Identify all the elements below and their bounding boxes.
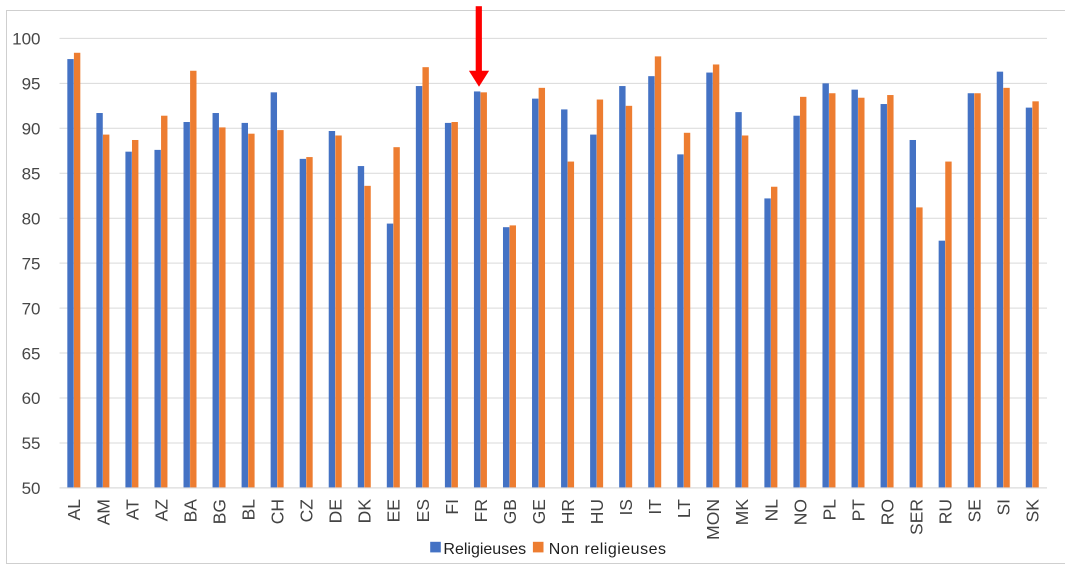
svg-text:AZ: AZ: [151, 499, 171, 522]
svg-text:DE: DE: [326, 499, 346, 523]
svg-text:PL: PL: [819, 499, 839, 521]
svg-text:AM: AM: [93, 499, 113, 525]
svg-text:FR: FR: [471, 499, 491, 522]
svg-text:BL: BL: [238, 499, 258, 521]
svg-text:HU: HU: [587, 499, 607, 524]
svg-text:LT: LT: [674, 499, 694, 518]
svg-text:NO: NO: [790, 499, 810, 525]
svg-text:65: 65: [22, 344, 41, 363]
svg-text:HR: HR: [558, 499, 578, 524]
svg-text:AT: AT: [122, 499, 142, 520]
svg-text:55: 55: [22, 434, 41, 453]
svg-text:NL: NL: [761, 499, 781, 522]
svg-text:80: 80: [22, 209, 41, 228]
svg-text:MON: MON: [703, 499, 723, 540]
svg-text:MK: MK: [732, 499, 752, 526]
svg-text:FI: FI: [442, 499, 462, 515]
svg-text:SK: SK: [1023, 499, 1043, 523]
svg-text:BA: BA: [180, 499, 200, 523]
svg-text:90: 90: [22, 120, 41, 139]
svg-text:85: 85: [22, 164, 41, 183]
svg-text:GB: GB: [500, 499, 520, 524]
svg-text:GE: GE: [529, 499, 549, 524]
svg-text:RO: RO: [877, 499, 897, 525]
svg-text:95: 95: [22, 75, 41, 94]
svg-text:SI: SI: [994, 499, 1014, 516]
svg-text:AL: AL: [64, 499, 84, 521]
svg-text:EE: EE: [384, 499, 404, 522]
svg-text:RU: RU: [936, 499, 956, 524]
svg-text:IT: IT: [645, 499, 665, 515]
svg-text:100: 100: [12, 30, 40, 49]
svg-text:75: 75: [22, 254, 41, 273]
svg-text:Religieuses: Religieuses: [443, 541, 526, 558]
svg-text:PT: PT: [848, 499, 868, 522]
svg-text:70: 70: [22, 299, 41, 318]
svg-text:SE: SE: [965, 499, 985, 522]
svg-text:IS: IS: [616, 499, 636, 516]
svg-text:BG: BG: [209, 499, 229, 524]
svg-text:60: 60: [22, 389, 41, 408]
svg-text:SER: SER: [907, 499, 927, 535]
svg-text:Non religieuses: Non religieuses: [549, 541, 667, 558]
svg-text:DK: DK: [355, 499, 375, 524]
svg-text:50: 50: [22, 479, 41, 498]
svg-text:CH: CH: [268, 499, 288, 524]
svg-text:ES: ES: [413, 499, 433, 522]
svg-text:CZ: CZ: [297, 499, 317, 523]
